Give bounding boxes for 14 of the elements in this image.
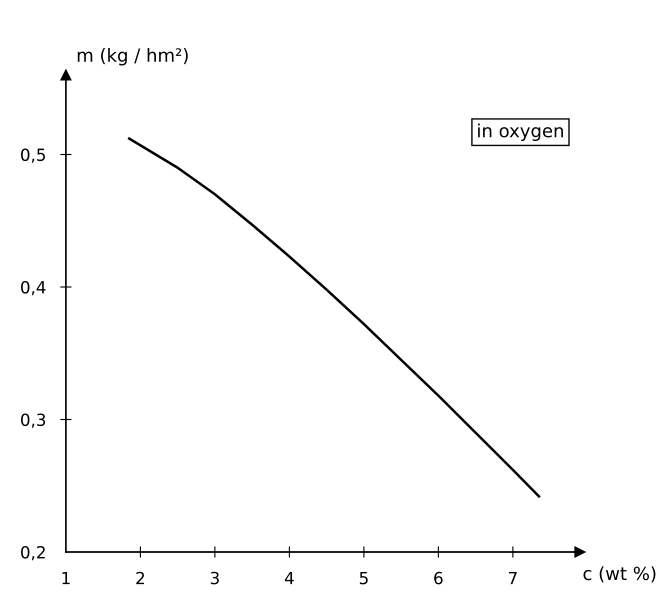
y-tick-label: 0,4 <box>21 280 46 296</box>
y-tick-label: 0,3 <box>21 413 46 428</box>
x-tick-label: 5 <box>360 572 368 584</box>
annotation: in oxygen <box>478 124 563 141</box>
x-tick-label: 2 <box>136 572 144 584</box>
x-axis-title: c (wt %) <box>583 566 656 582</box>
x-tick-label: 3 <box>210 572 219 584</box>
x-tick-label: 1 <box>62 572 70 584</box>
x-tick-label: 7 <box>508 572 517 584</box>
y-axis-title: m (kg / hm²) <box>78 48 188 66</box>
y-tick-label: 0,5 <box>21 148 45 163</box>
x-tick-label: 4 <box>284 572 294 584</box>
x-tick-label: 6 <box>434 572 443 584</box>
y-tick-label: 0,2 <box>21 546 45 560</box>
